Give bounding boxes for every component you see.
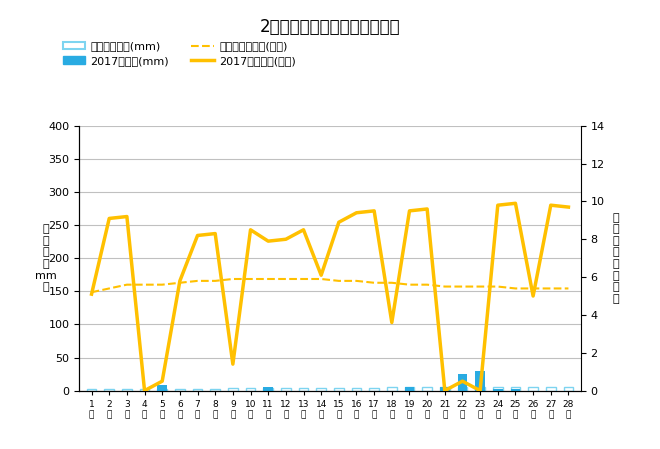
Bar <box>440 387 449 391</box>
Bar <box>405 387 414 391</box>
Bar <box>457 374 467 391</box>
Bar <box>440 387 449 391</box>
Bar <box>86 389 96 391</box>
Bar <box>370 388 379 391</box>
Bar <box>263 387 273 391</box>
Bar <box>175 389 185 391</box>
Bar <box>387 387 397 391</box>
Bar <box>493 389 503 391</box>
Bar <box>352 388 362 391</box>
Bar <box>281 388 290 391</box>
Bar <box>228 388 238 391</box>
Bar <box>157 385 167 391</box>
Bar <box>528 387 538 391</box>
Y-axis label: 日
照
時
間
（
時
間
）: 日 照 時 間 （ 時 間 ） <box>612 212 619 304</box>
Bar <box>511 389 520 391</box>
Bar <box>546 387 556 391</box>
Bar <box>475 387 485 391</box>
Bar <box>263 388 273 391</box>
Bar <box>140 389 149 391</box>
Bar <box>405 387 414 391</box>
Bar <box>298 388 308 391</box>
Bar <box>246 388 255 391</box>
Bar <box>457 387 467 391</box>
Bar <box>334 388 344 391</box>
Bar <box>475 371 485 391</box>
Y-axis label: 降
水
量
（
mm
）: 降 水 量 （ mm ） <box>35 224 57 292</box>
Bar <box>511 387 520 391</box>
Bar <box>422 387 432 391</box>
Bar <box>316 388 326 391</box>
Bar <box>211 389 220 391</box>
Bar <box>564 387 574 391</box>
Text: 2月降水量・日照時間（日別）: 2月降水量・日照時間（日別） <box>259 18 401 36</box>
Bar <box>493 387 503 391</box>
Bar <box>104 389 114 391</box>
Bar <box>122 389 132 391</box>
Bar <box>193 389 203 391</box>
Bar <box>157 389 167 391</box>
Legend: 降水量平年値(mm), 2017降水量(mm), 日照時間平年値(時間), 2017日照時間(時間): 降水量平年値(mm), 2017降水量(mm), 日照時間平年値(時間), 20… <box>58 37 300 70</box>
